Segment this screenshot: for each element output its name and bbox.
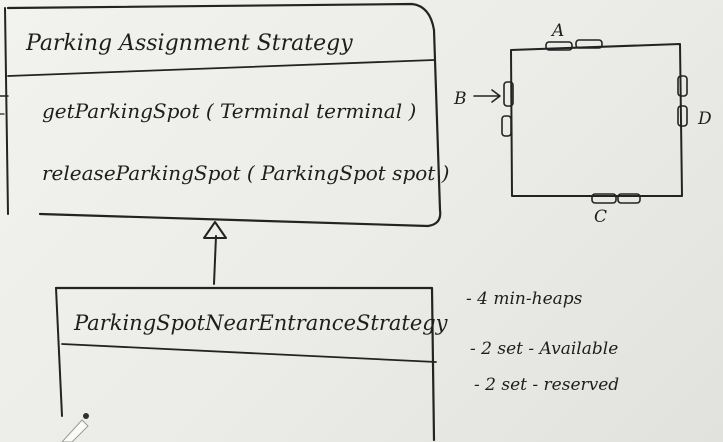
inheritance-arrow — [203, 221, 227, 285]
entrance-label-c: C — [594, 207, 607, 227]
parent-class-name: Parking Assignment Strategy — [25, 31, 353, 56]
marker-tip — [61, 413, 89, 442]
entrance-d-spot-2 — [677, 105, 688, 127]
entrance-c-spot-1 — [591, 193, 617, 204]
method-get-parking-spot: getParkingSpot ( Terminal terminal ) — [42, 99, 416, 123]
parent-class-box — [0, 2, 442, 228]
entrance-c-spot-2 — [617, 193, 641, 204]
parking-layout-sketch — [473, 39, 688, 204]
child-class-box — [54, 286, 437, 442]
entrance-b-spot-1 — [503, 81, 514, 107]
note-min-heaps: - 4 min-heaps — [466, 289, 583, 309]
note-set-reserved: - 2 set - reserved — [474, 375, 619, 395]
method-release-parking-spot: releaseParkingSpot ( ParkingSpot spot ) — [42, 161, 449, 185]
entrance-d-spot-1 — [677, 75, 688, 97]
entrance-label-a: A — [550, 21, 564, 41]
entrance-a-spot-1 — [545, 41, 573, 51]
entrance-b-spot-2 — [501, 115, 512, 137]
entrance-label-b: B — [453, 89, 467, 109]
child-class-name: ParkingSpotNearEntranceStrategy — [73, 311, 449, 335]
entrance-label-d: D — [697, 109, 712, 129]
entrance-a-spot-2 — [575, 39, 603, 49]
note-set-available: - 2 set - Available — [470, 339, 618, 359]
